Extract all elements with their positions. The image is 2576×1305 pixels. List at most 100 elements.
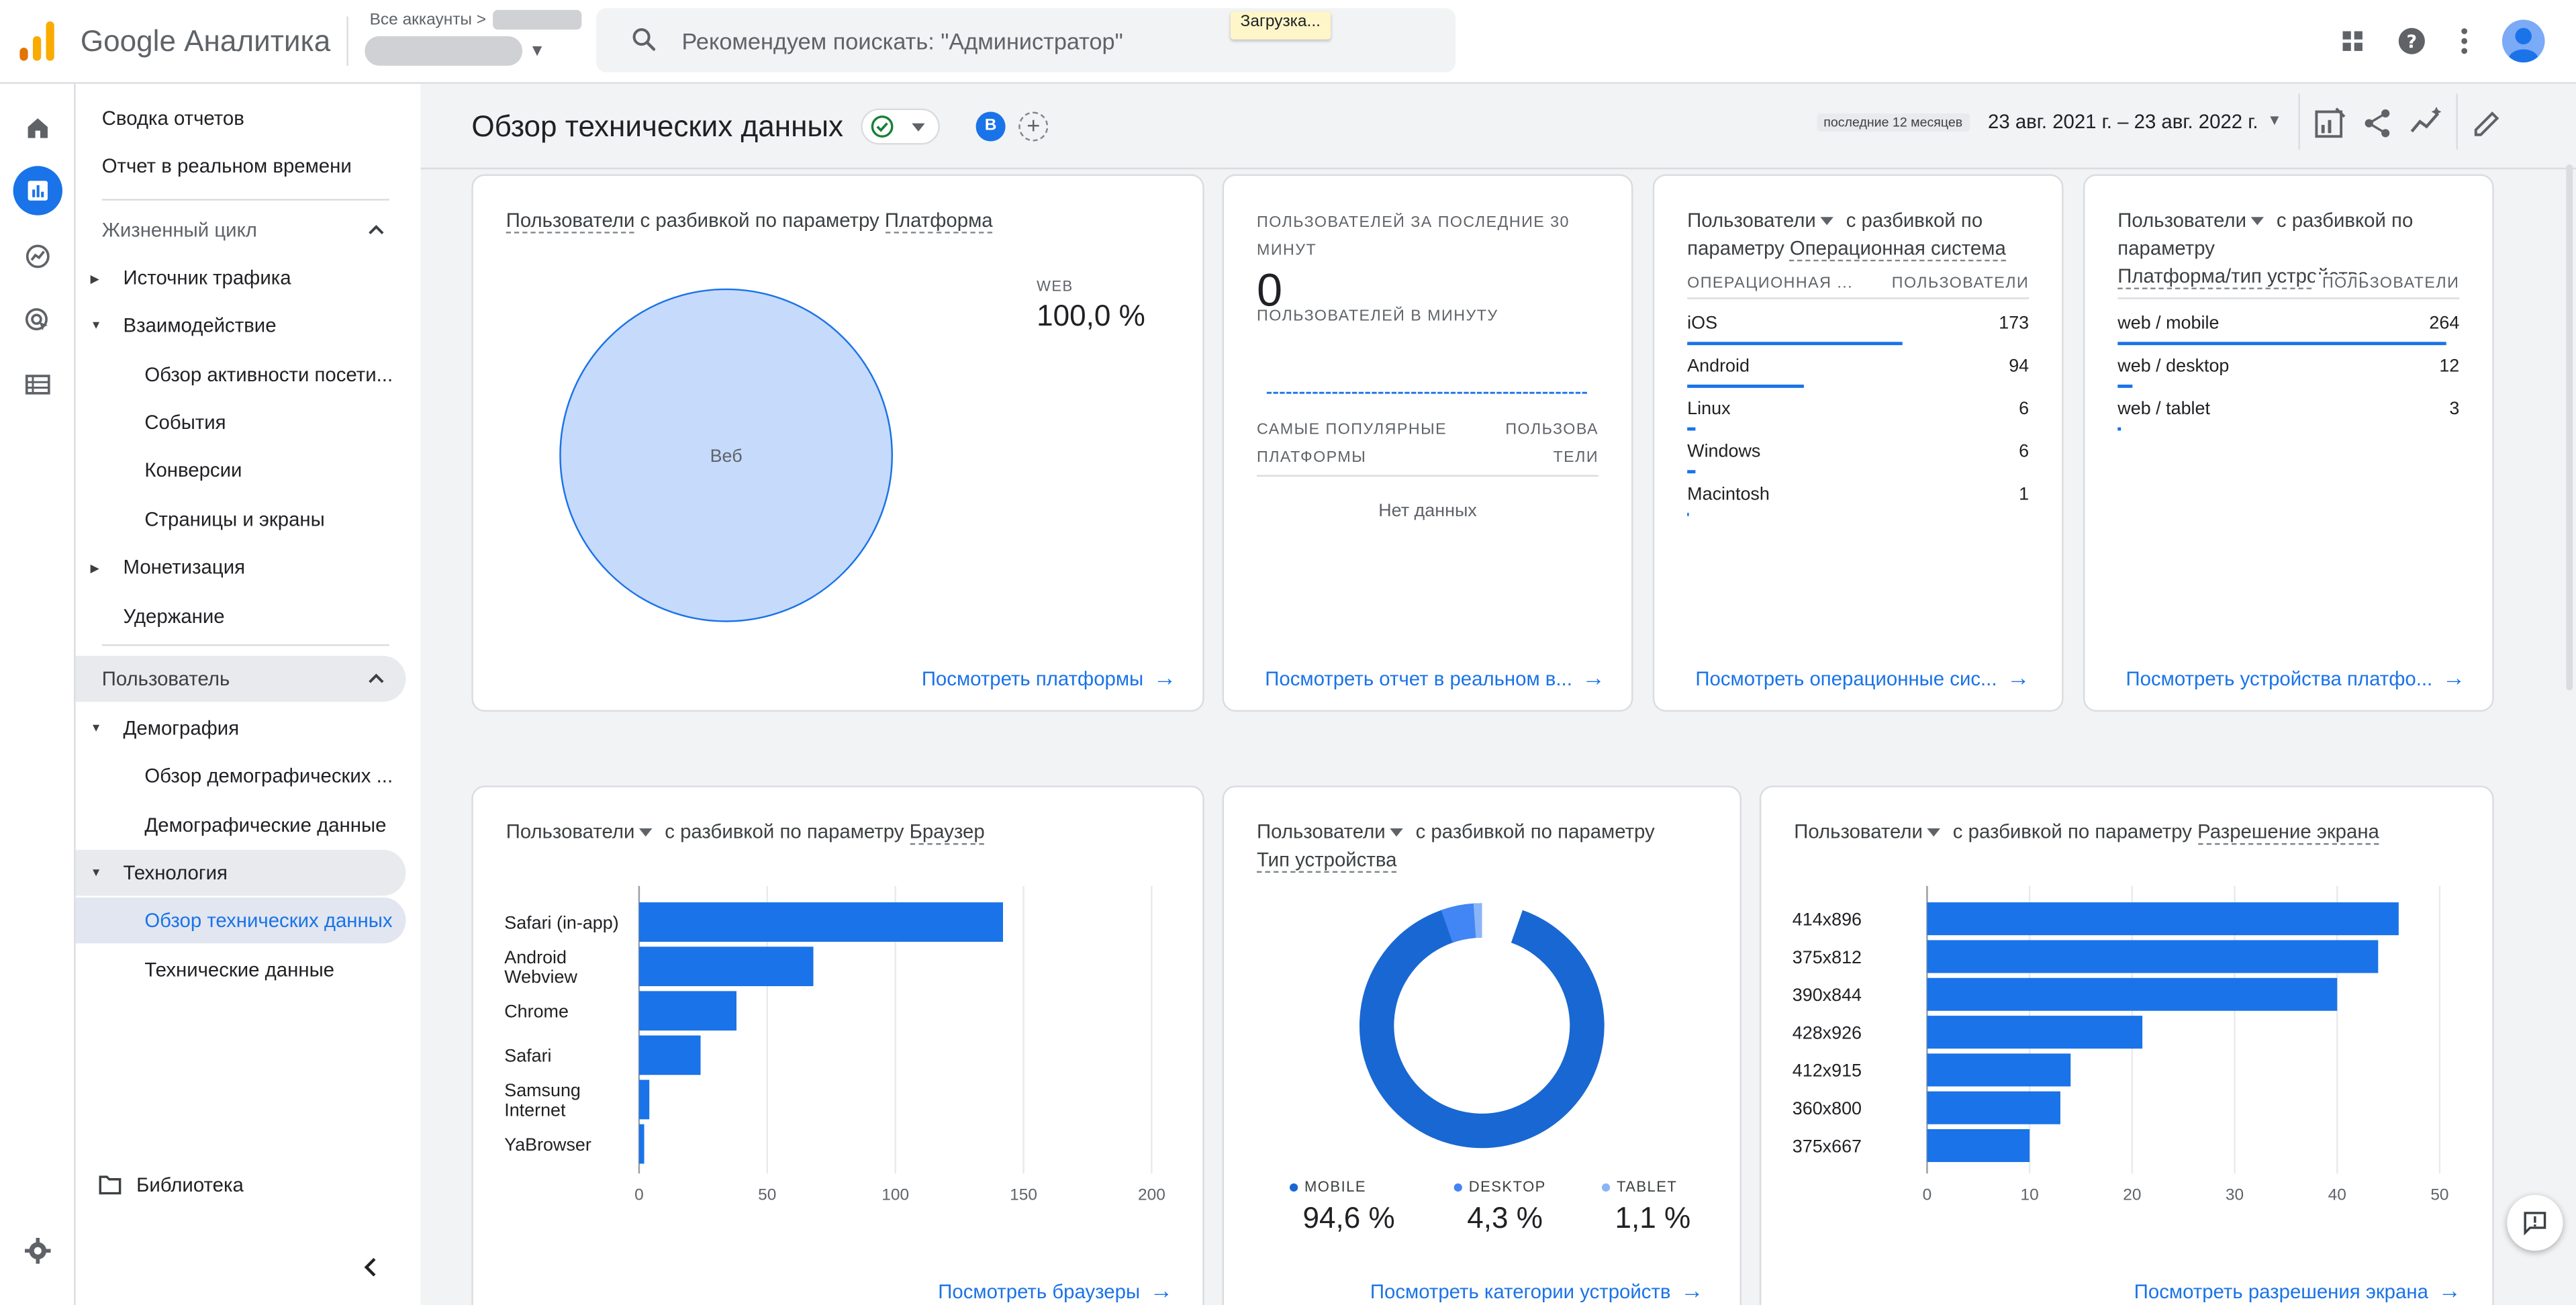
nav-section-lifecycle[interactable]: Жизненный цикл	[101, 218, 257, 242]
help-icon[interactable]: ?	[2393, 23, 2430, 59]
column-header-users[interactable]: ПОЛЬЗОВАТЕЛИ	[1891, 274, 2030, 293]
report-status-chip[interactable]	[861, 108, 940, 145]
chevron-up-icon[interactable]	[368, 672, 384, 685]
metric-selector[interactable]: Пользователи	[1257, 820, 1386, 844]
more-vert-icon[interactable]	[2446, 23, 2483, 59]
legend-item[interactable]: TABLET	[1601, 1179, 1677, 1195]
feedback-button[interactable]	[2507, 1194, 2563, 1251]
table-row[interactable]: web / mobile 264	[2117, 304, 2459, 347]
view-os-link[interactable]: Посмотреть операционные сис... →	[1695, 664, 2030, 690]
nav-library[interactable]: Библиотека	[136, 1173, 244, 1197]
share-icon[interactable]	[2359, 105, 2395, 142]
dimension-selector[interactable]: Тип устройства	[1257, 848, 1397, 873]
bar[interactable]	[1927, 940, 2379, 973]
nav-section-user[interactable]: Пользователь	[101, 667, 230, 691]
bar[interactable]	[1927, 1091, 2060, 1124]
advertising-icon[interactable]	[18, 301, 58, 340]
collapse-arrow-icon[interactable]: ▼	[90, 867, 102, 879]
collapse-arrow-icon[interactable]: ▼	[90, 320, 102, 332]
configure-icon[interactable]	[18, 365, 58, 405]
settings-gear-icon[interactable]	[18, 1231, 58, 1271]
explore-icon[interactable]	[18, 237, 58, 277]
nav-demographics-overview[interactable]: Обзор демографических ...	[144, 764, 393, 787]
expand-arrow-icon[interactable]: ▶	[90, 563, 99, 575]
bar[interactable]	[1927, 1053, 2071, 1087]
nav-pages-screens[interactable]: Страницы и экраны	[144, 508, 325, 531]
nav-tech-details[interactable]: Технические данные	[144, 958, 335, 981]
bar[interactable]	[1927, 977, 2338, 1011]
insights-icon[interactable]	[2408, 105, 2444, 142]
date-preset-chip[interactable]: последние 12 месяцев	[1817, 113, 1969, 132]
table-row[interactable]: iOS 173	[1687, 304, 2029, 347]
apps-grid-icon[interactable]	[2334, 23, 2371, 59]
edit-pencil-icon[interactable]	[2469, 105, 2506, 142]
view-realtime-link[interactable]: Посмотреть отчет в реальном в... →	[1265, 664, 1605, 690]
nav-demographic-details[interactable]: Демографические данные	[144, 813, 387, 837]
metric-selector[interactable]: Пользователи	[1794, 820, 1923, 844]
nav-reports-snapshot[interactable]: Сводка отчетов	[101, 107, 244, 130]
dimension-selector[interactable]: Браузер	[909, 820, 985, 845]
home-icon[interactable]	[18, 109, 58, 148]
reports-icon[interactable]	[13, 166, 62, 215]
bar[interactable]	[1927, 1016, 2143, 1049]
collapse-nav-chevron-icon[interactable]	[361, 1256, 377, 1279]
metric-selector[interactable]: Пользователи	[1687, 208, 1816, 232]
dropdown-caret-icon[interactable]	[1390, 828, 1404, 837]
metric-selector[interactable]: Пользователи	[2117, 208, 2246, 232]
view-device-platforms-link[interactable]: Посмотреть устройства платфо... →	[2126, 664, 2466, 690]
collapse-arrow-icon[interactable]: ▼	[90, 723, 102, 735]
nav-acquisition[interactable]: Источник трафика	[123, 266, 291, 289]
view-resolutions-link[interactable]: Посмотреть разрешения экрана →	[2134, 1277, 2461, 1303]
table-row[interactable]: Android 94	[1687, 347, 2029, 390]
analytics-logo[interactable]	[19, 21, 56, 61]
bar[interactable]	[1927, 1129, 2030, 1163]
bar[interactable]	[638, 947, 814, 987]
dropdown-caret-icon[interactable]	[1821, 217, 1834, 226]
user-avatar[interactable]	[2501, 19, 2545, 63]
dropdown-caret-icon[interactable]	[2251, 217, 2264, 226]
nav-engagement[interactable]: Взаимодействие	[123, 313, 277, 337]
property-name-redacted[interactable]	[365, 36, 523, 66]
legend-item[interactable]: MOBILE	[1289, 1179, 1366, 1195]
legend-item[interactable]: DESKTOP	[1453, 1179, 1546, 1195]
nav-events[interactable]: События	[144, 411, 226, 434]
date-range[interactable]: 23 авг. 2021 г. – 23 авг. 2022 г.	[1987, 110, 2258, 134]
chevron-up-icon[interactable]	[368, 224, 384, 237]
view-device-categories-link[interactable]: Посмотреть категории устройств →	[1370, 1277, 1704, 1303]
table-row[interactable]: Linux 6	[1687, 389, 2029, 432]
dimension-selector[interactable]: Разрешение экрана	[2197, 820, 2379, 845]
view-browsers-link[interactable]: Посмотреть браузеры →	[938, 1277, 1173, 1303]
accounts-breadcrumb[interactable]: Все аккаунты >	[369, 11, 487, 30]
nav-engagement-overview[interactable]: Обзор активности посети...	[144, 363, 393, 387]
nav-demographics[interactable]: Демография	[123, 716, 240, 740]
dimension-selector[interactable]: Платформа	[884, 208, 993, 234]
donut-slice[interactable]	[1441, 903, 1476, 943]
nav-realtime[interactable]: Отчет в реальном времени	[101, 154, 352, 178]
bar[interactable]	[638, 1035, 701, 1075]
view-platforms-link[interactable]: Посмотреть платформы →	[922, 664, 1176, 690]
metric-selector[interactable]: Пользователи	[506, 208, 635, 234]
bar[interactable]	[638, 991, 736, 1031]
dimension-selector[interactable]: Операционная система	[1790, 236, 2006, 262]
scrollbar[interactable]	[2566, 164, 2573, 691]
nav-tech[interactable]: Технология	[123, 861, 228, 885]
bar[interactable]	[638, 1079, 650, 1120]
column-header-dimension[interactable]: ОПЕРАЦИОННАЯ ...	[1687, 274, 1854, 293]
column-header-users[interactable]: ПОЛЬЗОВАТЕЛИ	[2316, 274, 2460, 293]
nav-conversions[interactable]: Конверсии	[144, 458, 242, 482]
nav-retention[interactable]: Удержание	[123, 605, 225, 628]
donut-slice[interactable]	[1359, 903, 1605, 1149]
add-comparison-icon[interactable]: +	[1018, 111, 1049, 142]
dropdown-caret-icon[interactable]	[639, 828, 653, 837]
table-row[interactable]: web / desktop 12	[2117, 347, 2459, 390]
bar[interactable]	[1927, 902, 2399, 936]
table-row[interactable]: Macintosh 1	[1687, 475, 2029, 518]
date-dropdown-icon[interactable]: ▼	[2267, 111, 2282, 128]
bar[interactable]	[638, 902, 1004, 942]
bar[interactable]	[638, 1124, 645, 1164]
table-row[interactable]: Windows 6	[1687, 432, 2029, 475]
comparison-avatar[interactable]: B	[975, 111, 1006, 142]
metric-selector[interactable]: Пользователи	[506, 820, 635, 844]
account-picker-caret-icon[interactable]: ▼	[528, 42, 546, 61]
customize-report-icon[interactable]	[2311, 105, 2348, 142]
